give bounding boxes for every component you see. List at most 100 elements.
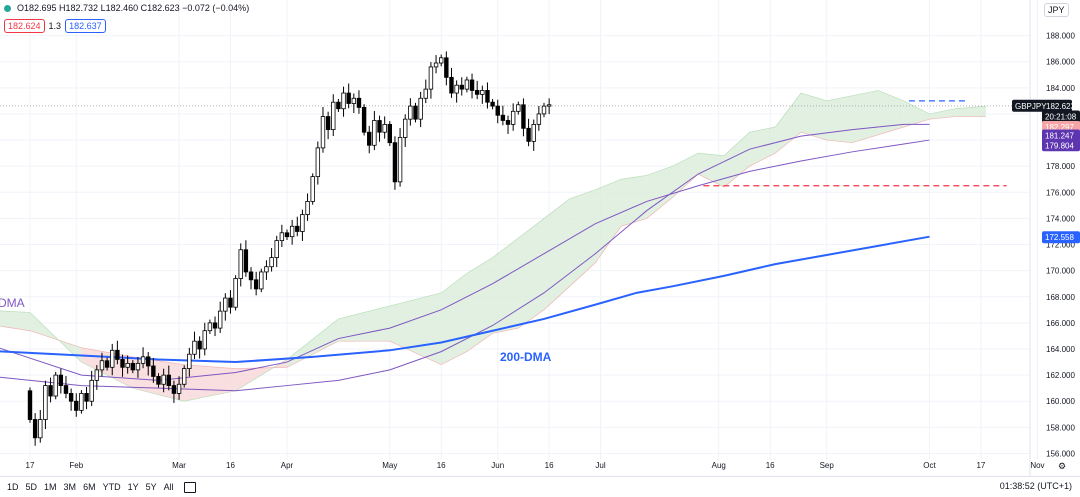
y-tick-label: 184.000: [1046, 84, 1075, 93]
cloud-bull-segment: [929, 108, 956, 120]
candle-body: [58, 374, 64, 386]
candle-body: [495, 105, 500, 116]
candle-body: [110, 349, 115, 368]
y-tick-label: 166.000: [1046, 319, 1075, 328]
cloud-bull-segment: [775, 93, 801, 154]
x-tick-label: Jun: [491, 461, 504, 470]
y-tick-label: 156.000: [1046, 449, 1075, 458]
candle-body: [289, 225, 295, 238]
candle-body: [171, 385, 177, 394]
candle-body: [392, 142, 398, 183]
candle-body: [536, 113, 542, 125]
ma-line-fast: [0, 139, 930, 381]
price-tag-bg: [1042, 231, 1080, 244]
candle-body: [94, 369, 100, 381]
timeframe-ytd[interactable]: YTD: [102, 482, 121, 492]
ask-price[interactable]: 182.637: [65, 19, 106, 33]
candle-body: [433, 62, 439, 68]
candle-body: [146, 356, 151, 367]
candle-body: [48, 385, 53, 397]
ohlc-legend: O182.695 H182.732 L182.460 C182.623 −0.0…: [4, 3, 249, 13]
candle-body: [212, 322, 218, 329]
y-tick-label: 164.000: [1046, 345, 1075, 354]
candle-body: [397, 137, 403, 183]
candle-body: [408, 105, 413, 120]
candle-body: [207, 322, 213, 332]
cloud-bull-segment: [621, 175, 647, 227]
y-tick-label: 186.000: [1046, 58, 1075, 67]
cloud-bull-segment: [544, 198, 570, 310]
candle-body: [320, 116, 326, 149]
candle-body: [382, 123, 387, 133]
candle-body: [428, 66, 434, 90]
candle-body: [27, 390, 33, 420]
y-tick-label: 158.000: [1046, 423, 1075, 432]
timeframe-6m[interactable]: 6M: [83, 482, 96, 492]
candle-body: [248, 271, 254, 281]
bid-price[interactable]: 182.624: [4, 19, 45, 33]
candle-body: [187, 353, 192, 369]
candle-body: [135, 362, 141, 371]
candle-body: [279, 232, 285, 242]
candle-body: [516, 104, 521, 112]
x-tick-label: May: [382, 461, 397, 470]
candle-body: [259, 271, 264, 290]
candle-body: [474, 90, 480, 95]
candle-body: [325, 116, 331, 131]
settings-gear-icon[interactable]: ⚙: [1058, 461, 1066, 471]
currency-selector[interactable]: JPY: [1044, 3, 1069, 17]
candle-body: [480, 90, 485, 95]
chart-canvas[interactable]: 156.000 158.000 160.000 162.000 164.000 166.0…: [0, 0, 1080, 476]
candle-body: [68, 392, 74, 402]
candle-body: [104, 360, 110, 368]
cloud-bull-segment: [852, 90, 879, 143]
candle-body: [269, 257, 274, 268]
candle-body: [89, 379, 94, 402]
candle-body: [541, 105, 547, 115]
timeframe-1y[interactable]: 1Y: [127, 482, 139, 492]
timeframe-5d[interactable]: 5D: [25, 482, 38, 492]
timeframe-1m[interactable]: 1M: [44, 482, 57, 492]
candle-body: [423, 88, 428, 99]
y-tick-label: 178.000: [1046, 162, 1075, 171]
candle-body: [521, 104, 526, 129]
x-tick-label: 16: [226, 461, 235, 470]
candle-body: [115, 349, 120, 360]
x-tick-label: 17: [976, 461, 985, 470]
candle-body: [387, 123, 392, 144]
candle-body: [356, 97, 362, 108]
cloud-bull-segment: [826, 95, 853, 143]
timeframe-1d[interactable]: 1D: [7, 482, 19, 492]
cloud-bull-segment: [518, 218, 544, 329]
candle-body: [464, 79, 470, 90]
candle-body: [500, 114, 506, 121]
cloud-bull-segment: [466, 257, 493, 352]
y-tick-label: 176.000: [1046, 188, 1075, 197]
x-tick-label: Apr: [281, 461, 294, 470]
y-tick-label: 160.000: [1046, 397, 1075, 406]
cloud-bull-segment: [595, 179, 622, 263]
candle-body: [63, 385, 69, 394]
candle-body: [53, 374, 58, 397]
calendar-icon[interactable]: [183, 481, 196, 493]
candle-body: [181, 368, 187, 385]
candle-body: [99, 360, 105, 371]
x-tick-label: 16: [766, 461, 775, 470]
candle-body: [274, 240, 279, 258]
y-tick-label: 174.000: [1046, 214, 1075, 223]
candle-body: [505, 120, 511, 125]
candle-body: [315, 147, 321, 178]
candle-body: [223, 297, 228, 312]
ichimoku-cloud: [0, 90, 987, 402]
candle-body: [43, 385, 48, 420]
cloud-bull-segment: [801, 93, 827, 141]
candle-body: [295, 225, 300, 232]
timeframe-all[interactable]: All: [163, 482, 174, 492]
timeframe-5y[interactable]: 5Y: [145, 482, 157, 492]
time-axis[interactable]: 17 Feb Mar 16 Apr May 16 Jun 16 Jul Aug 16 Sep Oct 17 N…: [26, 461, 1080, 470]
y-tick-label: 170.000: [1046, 267, 1075, 276]
candle-body: [346, 92, 351, 104]
price-tag-purple: 179.804: [1045, 141, 1074, 150]
timeframe-3m[interactable]: 3M: [63, 482, 77, 492]
candle-body: [243, 249, 249, 273]
